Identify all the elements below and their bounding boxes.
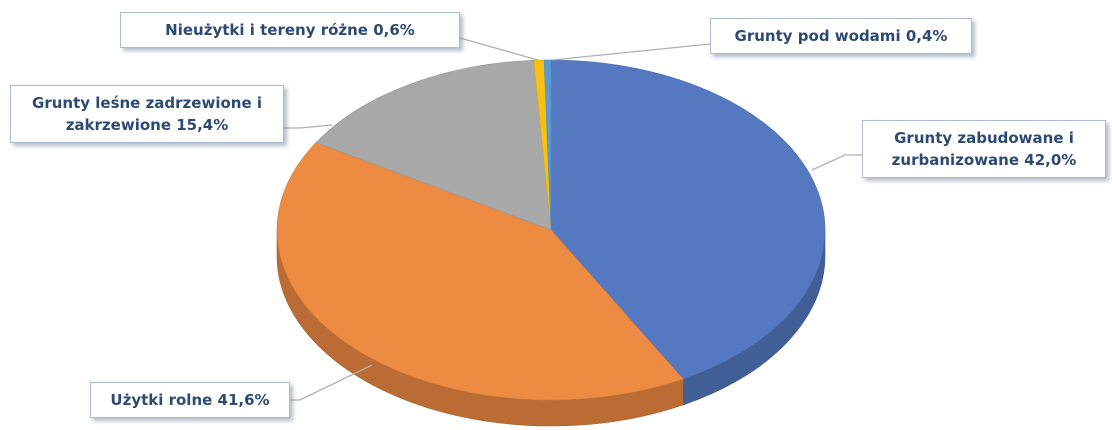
leader-line (283, 124, 333, 129)
leader-line (811, 154, 862, 171)
slice (550, 59, 826, 380)
data-label: Grunty leśne zadrzewione i zakrzewione 1… (10, 85, 284, 143)
leader-line (551, 43, 711, 61)
slice (276, 142, 684, 401)
slice (543, 59, 552, 231)
data-label: Użytki rolne 41,6% (90, 382, 290, 418)
data-label: Nieużytki i tereny różne 0,6% (120, 12, 460, 48)
slice (315, 60, 552, 231)
data-label: Grunty pod wodami 0,4% (710, 18, 972, 54)
leader-lines (283, 37, 862, 401)
leader-line (459, 37, 539, 61)
data-label: Grunty zabudowane i zurbanizowane 42,0% (862, 120, 1106, 178)
leader-line (288, 364, 373, 401)
